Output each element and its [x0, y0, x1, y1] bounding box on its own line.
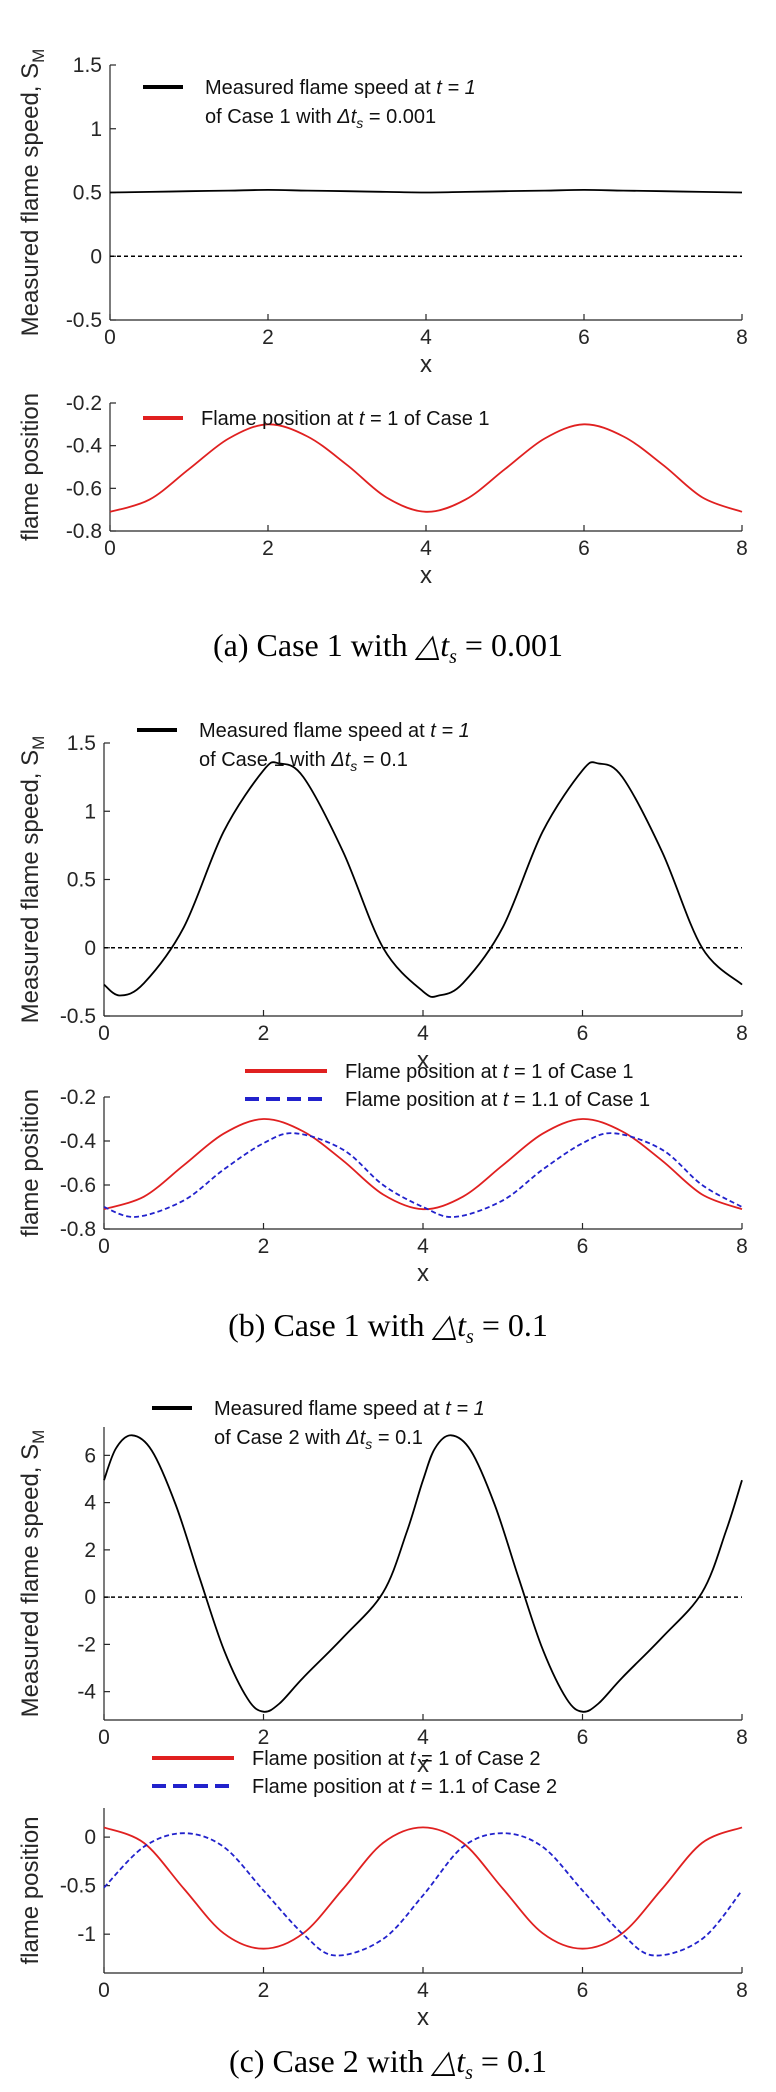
panel-c-top-y-tick-label: 0	[84, 1586, 96, 1609]
panel-c-bottom-x-label: x	[417, 2004, 429, 2031]
panel-c-bottom-x-tick-label: 6	[577, 1979, 589, 2002]
panel-a-top-y-tick-label: 0.5	[73, 182, 102, 205]
panel-c-top-y-label: Measured flame speed, SM	[17, 1430, 48, 1718]
panel-b-bottom-x-tick-label: 4	[417, 1235, 429, 1258]
panel-b-bottom-x-tick-label: 8	[736, 1235, 748, 1258]
panel-c-top-y-tick-label: 2	[84, 1539, 96, 1562]
panel-b-top-x-label: x	[417, 1047, 429, 1074]
panel-c-top-x-tick-label: 2	[258, 1726, 270, 1749]
panel-c-bottom-legend-text-1: Flame position at t = 1.1 of Case 2	[252, 1776, 557, 1798]
panel-c-bottom-series-1	[103, 1832, 743, 1957]
panel-c-bottom-series-0	[103, 1826, 743, 1950]
panel-c-bottom-legend-text-0: Flame position at t = 1 of Case 2	[252, 1748, 541, 1770]
panel-c-top-series-0	[103, 1434, 743, 1713]
panel-b-bottom-y-tick-label: -0.2	[60, 1086, 96, 1109]
panel-b-bottom-legend-text-0: Flame position at t = 1 of Case 1	[345, 1061, 634, 1083]
panel-a-bottom-y-tick-label: -0.4	[66, 435, 103, 458]
panel-c-bottom-x-tick-label: 0	[98, 1979, 110, 2002]
panel-a-bottom-y-label: flame position	[17, 393, 44, 541]
caption-c: (c) Case 2 with △ts = 0.1	[229, 2043, 547, 2084]
caption-b: (b) Case 1 with △ts = 0.1	[228, 1307, 548, 1348]
panel-a-top-x-tick-label: 0	[104, 326, 116, 349]
panel-b-bottom-y-label: flame position	[17, 1089, 44, 1237]
panel-c-top-legend-text-2: of Case 2 with Δts = 0.1	[214, 1427, 423, 1452]
panel-c-top-x-tick-label: 6	[577, 1726, 589, 1749]
panel-c-top-x-label: x	[417, 1751, 429, 1778]
panel-a-top-x-tick-label: 4	[420, 326, 432, 349]
panel-b-top-y-tick-label: -0.5	[60, 1005, 96, 1028]
panel-b-bottom-x-tick-label: 2	[258, 1235, 270, 1258]
panel-b-bottom-legend-text-1: Flame position at t = 1.1 of Case 1	[345, 1089, 650, 1111]
panel-c-top-y-tick-label: 4	[84, 1492, 96, 1515]
panel-b-top-legend-text-2: of Case 1 with Δts = 0.1	[199, 749, 408, 774]
panel-a-top-x-tick-label: 8	[736, 326, 748, 349]
panel-b-top-x-tick-label: 8	[736, 1022, 748, 1045]
panel-a-bottom-series-0	[109, 423, 743, 513]
panel-b-top-y-tick-label: 1	[84, 800, 96, 823]
panel-c-bottom-x-tick-label: 2	[258, 1979, 270, 2002]
panel-b-top-x-tick-label: 4	[417, 1022, 429, 1045]
panel-b-top-y-tick-label: 0	[84, 937, 96, 960]
panel-c-top-x-tick-label: 4	[417, 1726, 429, 1749]
panel-c-bottom-y-label: flame position	[17, 1816, 44, 1964]
panel-a-bottom-x-tick-label: 4	[420, 537, 432, 560]
panel-b-bottom-y-tick-label: -0.6	[60, 1174, 96, 1197]
panel-c-top-y-tick-label: -2	[77, 1633, 96, 1656]
panel-a-bottom-x-tick-label: 8	[736, 537, 748, 560]
panel-b-top-legend-text-1: Measured flame speed at t = 1	[199, 720, 470, 742]
caption-a: (a) Case 1 with △ts = 0.001	[213, 627, 563, 668]
panel-b-bottom-x-tick-label: 0	[98, 1235, 110, 1258]
panel-c-top-legend-text-1: Measured flame speed at t = 1	[214, 1398, 485, 1420]
panel-b-bottom-x-label: x	[417, 1260, 429, 1287]
panel-a-top-legend-text-2: of Case 1 with Δts = 0.001	[205, 106, 436, 131]
panel-c-bottom-y-tick-label: -0.5	[60, 1875, 96, 1898]
panel-b-bottom-x-tick-label: 6	[577, 1235, 589, 1258]
panel-a-top-y-tick-label: 1.5	[73, 54, 102, 77]
panel-c-bottom-x-tick-label: 8	[736, 1979, 748, 2002]
panel-c-bottom-y-tick-label: -1	[77, 1923, 96, 1946]
panel-a-bottom-x-tick-label: 2	[262, 537, 274, 560]
panel-b-bottom-y-tick-label: -0.8	[60, 1218, 96, 1241]
panel-b-bottom-y-tick-label: -0.4	[60, 1130, 97, 1153]
panel-c-bottom-x-tick-label: 4	[417, 1979, 429, 2002]
panel-c-top-x-tick-label: 8	[736, 1726, 748, 1749]
panel-a-top-y-tick-label: 0	[90, 245, 102, 268]
panel-a-bottom-legend-text-0: Flame position at t = 1 of Case 1	[201, 408, 490, 430]
panel-b-bottom-series-1	[103, 1132, 743, 1218]
panel-a-top-x-label: x	[420, 351, 432, 378]
panel-a-bottom-y-tick-label: -0.6	[66, 477, 102, 500]
panel-b-top-y-tick-label: 0.5	[67, 869, 96, 892]
panel-b-top-y-label: Measured flame speed, SM	[17, 736, 48, 1024]
panel-b-top-x-tick-label: 6	[577, 1022, 589, 1045]
panel-b-top-x-tick-label: 2	[258, 1022, 270, 1045]
panel-a-bottom-x-label: x	[420, 562, 432, 589]
panel-b-top-series-0	[103, 761, 743, 998]
panel-b-top-y-tick-label: 1.5	[67, 732, 96, 755]
panel-a-bottom-x-tick-label: 0	[104, 537, 116, 560]
panel-c-top-y-tick-label: -4	[77, 1681, 96, 1704]
panel-a-bottom-y-tick-label: -0.8	[66, 520, 102, 543]
panel-a-top-x-tick-label: 6	[578, 326, 590, 349]
panel-b-top-x-tick-label: 0	[98, 1022, 110, 1045]
panel-c-top-y-tick-label: 6	[84, 1444, 96, 1467]
panel-a-bottom-x-tick-label: 6	[578, 537, 590, 560]
panel-b-bottom-series-0	[103, 1118, 743, 1211]
panel-c-top-x-tick-label: 0	[98, 1726, 110, 1749]
panel-a-bottom-y-tick-label: -0.2	[66, 392, 102, 415]
panel-a-top-y-tick-label: -0.5	[66, 309, 102, 332]
panel-a-top-y-tick-label: 1	[90, 118, 102, 141]
panel-a-top-series-0	[109, 188, 743, 194]
panel-a-top-legend-text-1: Measured flame speed at t = 1	[205, 77, 476, 99]
panel-a-top-x-tick-label: 2	[262, 326, 274, 349]
panel-c-bottom-y-tick-label: 0	[84, 1826, 96, 1849]
panel-a-top-y-label: Measured flame speed, SM	[17, 49, 48, 337]
